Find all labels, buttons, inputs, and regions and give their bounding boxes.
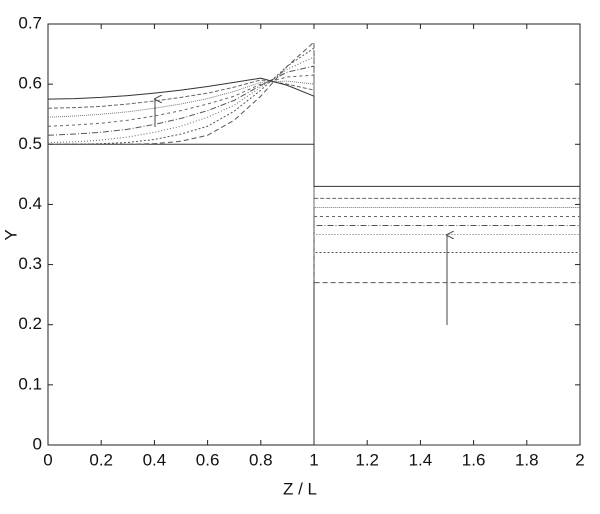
y-axis-label: Y xyxy=(1,229,20,240)
x-tick-label: 0.4 xyxy=(143,450,167,469)
y-tick-label: 0.4 xyxy=(18,194,42,213)
y-tick-label: 0.5 xyxy=(18,134,42,153)
x-tick-label: 0 xyxy=(43,450,52,469)
x-tick-label: 1.2 xyxy=(355,450,379,469)
y-tick-label: 0.7 xyxy=(18,13,42,32)
series-line xyxy=(48,47,580,254)
x-tick-label: 1.6 xyxy=(462,450,486,469)
x-tick-label: 0.6 xyxy=(196,450,220,469)
x-tick-label: 2 xyxy=(575,450,584,469)
series-line xyxy=(47,65,580,226)
series-line xyxy=(48,40,580,284)
series-line xyxy=(47,56,580,235)
x-tick-label: 1.8 xyxy=(515,450,539,469)
y-tick-label: 0.6 xyxy=(18,74,42,93)
y-tick-label: 0 xyxy=(33,434,42,453)
series-line xyxy=(47,74,580,217)
y-tick-label: 0.2 xyxy=(18,314,42,333)
series-line xyxy=(47,80,580,208)
y-tick-label: 0.3 xyxy=(18,254,42,273)
series-line xyxy=(47,77,580,187)
y-tick-label: 0.1 xyxy=(18,374,42,393)
x-tick-label: 0.2 xyxy=(89,450,113,469)
x-tick-label: 1.4 xyxy=(409,450,433,469)
x-axis-label: Z / L xyxy=(283,479,317,498)
x-tick-label: 1 xyxy=(309,450,318,469)
x-tick-label: 0.8 xyxy=(249,450,273,469)
